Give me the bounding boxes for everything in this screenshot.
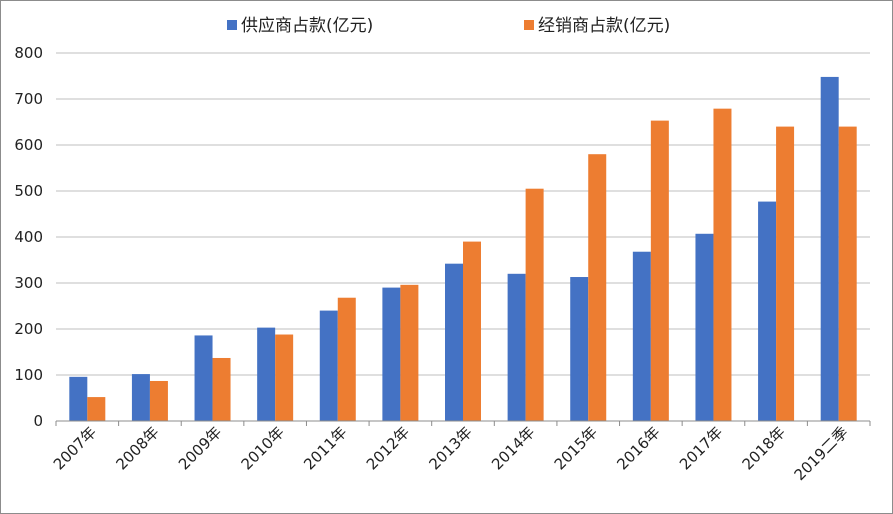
x-tick-label: 2010年 — [238, 423, 288, 473]
bar-supplier-8 — [570, 277, 589, 421]
bar-dealer-5 — [400, 284, 419, 421]
bar-dealer-8 — [588, 154, 607, 421]
bar-supplier-5 — [382, 287, 401, 421]
bar-dealer-1 — [149, 380, 168, 421]
x-tick-label: 2009年 — [175, 423, 225, 473]
bar-supplier-9 — [632, 251, 651, 421]
x-tick-label: 2018年 — [739, 423, 789, 473]
bar-dealer-0 — [87, 397, 106, 421]
legend-swatch-0 — [227, 20, 237, 30]
x-tick-label: 2012年 — [363, 423, 413, 473]
y-tick-label: 0 — [33, 412, 43, 430]
bar-supplier-0 — [69, 376, 88, 421]
x-tick-label: 2017年 — [676, 423, 726, 473]
y-tick-label: 600 — [14, 136, 43, 154]
bar-supplier-11 — [758, 201, 777, 421]
legend-swatch-1 — [524, 20, 534, 30]
bar-supplier-1 — [131, 374, 150, 421]
bar-supplier-10 — [695, 233, 714, 421]
x-tick-label: 2016年 — [613, 423, 663, 473]
y-tick-label: 400 — [14, 228, 43, 246]
x-tick-label: 2015年 — [551, 423, 601, 473]
y-tick-label: 100 — [14, 366, 43, 384]
bar-dealer-4 — [337, 297, 356, 421]
bar-dealer-7 — [525, 188, 544, 421]
x-tick-label: 2011年 — [300, 423, 350, 473]
x-tick-label: 2013年 — [425, 423, 475, 473]
legend-label-0: 供应商占款(亿元) — [241, 16, 373, 36]
y-tick-label: 200 — [14, 320, 43, 338]
bars — [69, 76, 857, 422]
bar-dealer-3 — [275, 334, 294, 421]
bar-dealer-6 — [463, 241, 481, 421]
legend-label-1: 经销商占款(亿元) — [538, 16, 670, 36]
bar-dealer-12 — [838, 126, 857, 421]
gridlines — [56, 52, 870, 376]
y-tick-label: 500 — [14, 182, 43, 200]
bar-supplier-4 — [319, 310, 338, 421]
legend: 供应商占款(亿元) 经销商占款(亿元) — [227, 16, 670, 36]
x-tick-label: 2019二季 — [791, 423, 852, 484]
x-tick-label: 2008年 — [112, 423, 162, 473]
x-tick-label: 2007年 — [50, 423, 100, 473]
bar-dealer-10 — [713, 108, 732, 421]
y-axis-ticks: 0 100 200 300 400 500 600 700 800 — [14, 44, 43, 430]
bar-dealer-9 — [650, 120, 669, 422]
bar-supplier-12 — [820, 76, 839, 422]
y-tick-label: 700 — [14, 90, 43, 108]
y-tick-label: 300 — [14, 274, 43, 292]
bar-dealer-2 — [212, 357, 231, 421]
bar-supplier-3 — [257, 327, 276, 421]
x-tick-label: 2014年 — [488, 423, 538, 473]
x-axis-ticks: 2007年 2008年 2009年 2010年 2011年 2012年 2013年 2014年… — [50, 421, 871, 484]
bar-supplier-2 — [194, 335, 213, 421]
bar-supplier-7 — [507, 273, 526, 421]
bar-dealer-11 — [776, 126, 795, 421]
y-tick-label: 800 — [14, 44, 43, 62]
bar-supplier-6 — [445, 263, 463, 421]
